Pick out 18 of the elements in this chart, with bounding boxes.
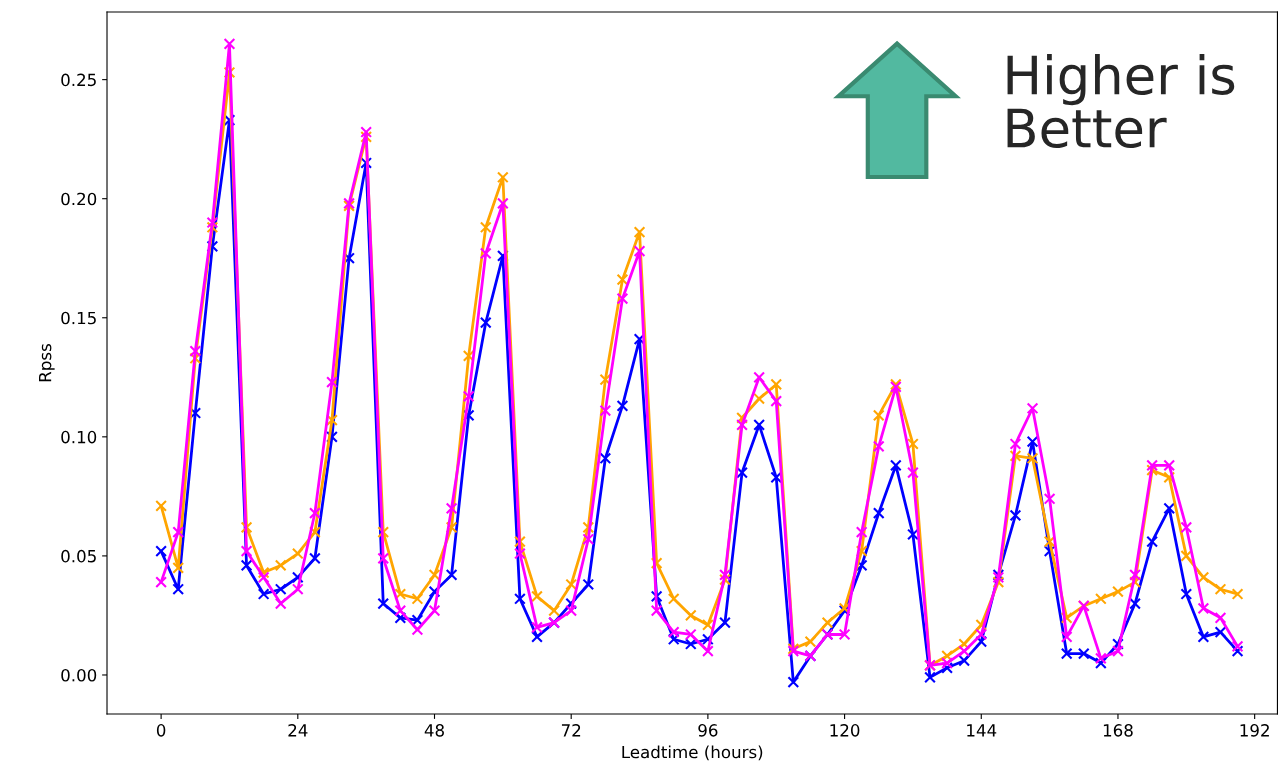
y-tick-label: 0.15 <box>61 311 96 325</box>
x-tick-label: 144 <box>967 724 997 737</box>
y-axis-title: Rpss <box>39 344 55 382</box>
y-tick-label: 0.10 <box>61 430 97 444</box>
y-tick-label: 0.20 <box>61 192 97 206</box>
x-tick-label: 168 <box>1103 724 1133 737</box>
annotation: Higher is Better <box>1007 54 1235 149</box>
x-tick-label: 24 <box>288 724 308 737</box>
x-axis-title: Leadtime (hours) <box>622 745 763 761</box>
y-tick-label: 0.00 <box>61 668 97 682</box>
x-tick-label: 0 <box>156 724 166 737</box>
y-tick-label: 0.25 <box>61 73 96 87</box>
x-tick-label: 192 <box>1240 724 1269 737</box>
x-tick-label: 48 <box>424 724 444 737</box>
y-tick-label: 0.05 <box>61 549 96 563</box>
x-tick-label: 120 <box>830 724 860 737</box>
x-tick-label: 96 <box>698 724 718 737</box>
x-tick-label: 72 <box>561 724 581 737</box>
